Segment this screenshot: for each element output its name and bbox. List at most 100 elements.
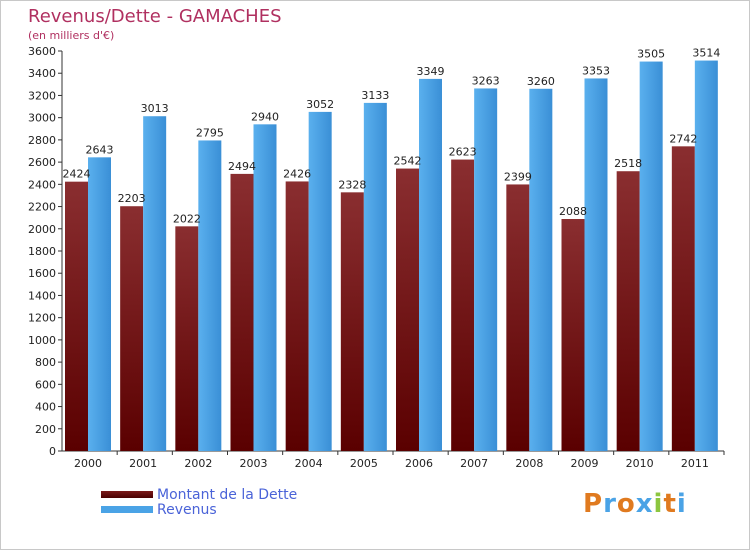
label-revenus-2006: 3349 [417,65,445,78]
y-tick-label: 200 [35,423,56,436]
bar-dette-2011 [671,146,695,452]
label-revenus-2005: 3133 [361,89,389,102]
legend-item-revenus: Revenus [101,501,297,518]
x-tick-label: 2011 [681,457,709,470]
bar-dette-2010 [616,171,640,451]
label-dette-2009: 2088 [559,205,587,218]
proxiti-logo: Proxiti [583,489,687,519]
x-tick-label: 2001 [129,457,157,470]
label-revenus-2007: 3263 [472,74,500,87]
label-revenus-2010: 3505 [637,48,665,61]
y-tick-label: 800 [35,356,56,369]
x-tick-label: 2003 [240,457,268,470]
bar-revenus-2005 [363,102,387,451]
bar-revenus-2006 [419,78,442,451]
label-dette-2008: 2399 [504,170,532,183]
label-revenus-2004: 3052 [306,98,334,111]
legend-label-revenus: Revenus [157,501,217,518]
y-tick-label: 1600 [28,267,56,280]
legend-swatch-dette [101,491,153,498]
data-labels-group: 2424 2203 2022 2494 2426 2328 2542 2623 2399 2088… [63,47,721,226]
logo-letter: i [653,489,664,519]
legend-swatch-revenus [101,506,153,513]
y-tick-label: 2200 [28,201,56,214]
label-dette-2005: 2328 [338,178,366,191]
logo-letter: P [583,489,604,519]
bar-dette-2009 [561,219,585,451]
y-tick-label: 3200 [28,89,56,102]
bar-dette-2001 [120,206,144,451]
legend-item-dette: Montant de la Dette [101,486,298,503]
bar-revenus-2009 [584,78,608,451]
label-revenus-2009: 3353 [582,64,610,77]
bar-revenus-2011 [694,60,718,452]
bar-revenus-2002 [198,140,222,451]
legend-label-dette: Montant de la Dette [157,486,298,503]
bar-dette-2002 [175,226,199,451]
label-dette-2003: 2494 [228,160,256,173]
label-revenus-2003: 2940 [251,110,279,123]
logo-letter: i [676,489,687,519]
legend: Montant de la Dette Revenus [101,486,298,518]
bar-revenus-2010 [639,61,663,452]
bar-dette-2003 [230,173,254,451]
logo-letter: o [616,489,636,519]
bar-dette-2000 [65,181,88,451]
bar-dette-2008 [506,184,530,451]
bars-group [65,60,718,452]
y-tick-label: 1200 [28,312,56,325]
bar-revenus-2000 [88,157,111,452]
x-tick-label: 2007 [460,457,488,470]
label-revenus-2011: 3514 [692,47,720,60]
logo-letter: x [635,489,654,519]
x-tick-label: 2006 [405,457,433,470]
bar-revenus-2008 [529,88,553,452]
label-dette-2010: 2518 [614,157,642,170]
y-tick-label: 3400 [28,67,56,80]
label-dette-2007: 2623 [449,146,477,159]
label-dette-2001: 2203 [118,192,146,205]
y-tick-label: 2400 [28,178,56,191]
bar-revenus-2007 [474,88,498,451]
x-tick-label: 2008 [515,457,543,470]
y-tick-label: 3600 [28,45,56,58]
bar-dette-2004 [285,181,309,451]
label-dette-2002: 2022 [173,212,201,225]
label-dette-2000: 2424 [63,168,91,181]
label-dette-2004: 2426 [283,167,311,180]
bar-revenus-2003 [253,124,277,451]
chart-title: Revenus/Dette - GAMACHES [28,6,282,27]
label-dette-2011: 2742 [669,132,697,145]
label-revenus-2008: 3260 [527,75,555,88]
y-tick-label: 3000 [28,112,56,125]
logo-letter: r [603,489,617,519]
y-tick-label: 400 [35,401,56,414]
axes: 0 200 400 600 800 1000 1200 1400 1600 1800 2000 220… [28,45,725,470]
bar-revenus-2004 [308,111,332,451]
bar-revenus-2001 [143,116,167,451]
y-tick-label: 1400 [28,289,56,302]
x-tick-label: 2000 [74,457,102,470]
x-tick-label: 2010 [626,457,654,470]
y-tick-label: 1800 [28,245,56,258]
y-tick-label: 2800 [28,134,56,147]
label-dette-2006: 2542 [394,155,422,168]
bar-dette-2007 [451,159,475,452]
x-tick-label: 2009 [571,457,599,470]
y-tick-label: 2000 [28,223,56,236]
y-tick-label: 600 [35,378,56,391]
y-tick-label: 1000 [28,334,56,347]
label-revenus-2000: 2643 [86,143,114,156]
x-tick-label: 2005 [350,457,378,470]
x-tick-label: 2002 [184,457,212,470]
bar-dette-2006 [396,168,419,452]
logo-letter: t [663,489,677,519]
label-revenus-2002: 2795 [196,126,224,139]
bar-dette-2005 [340,192,364,452]
chart-subtitle: (en milliers d'€) [28,29,115,42]
y-tick-label: 2600 [28,156,56,169]
x-tick-label: 2004 [295,457,323,470]
label-revenus-2001: 3013 [141,102,169,115]
